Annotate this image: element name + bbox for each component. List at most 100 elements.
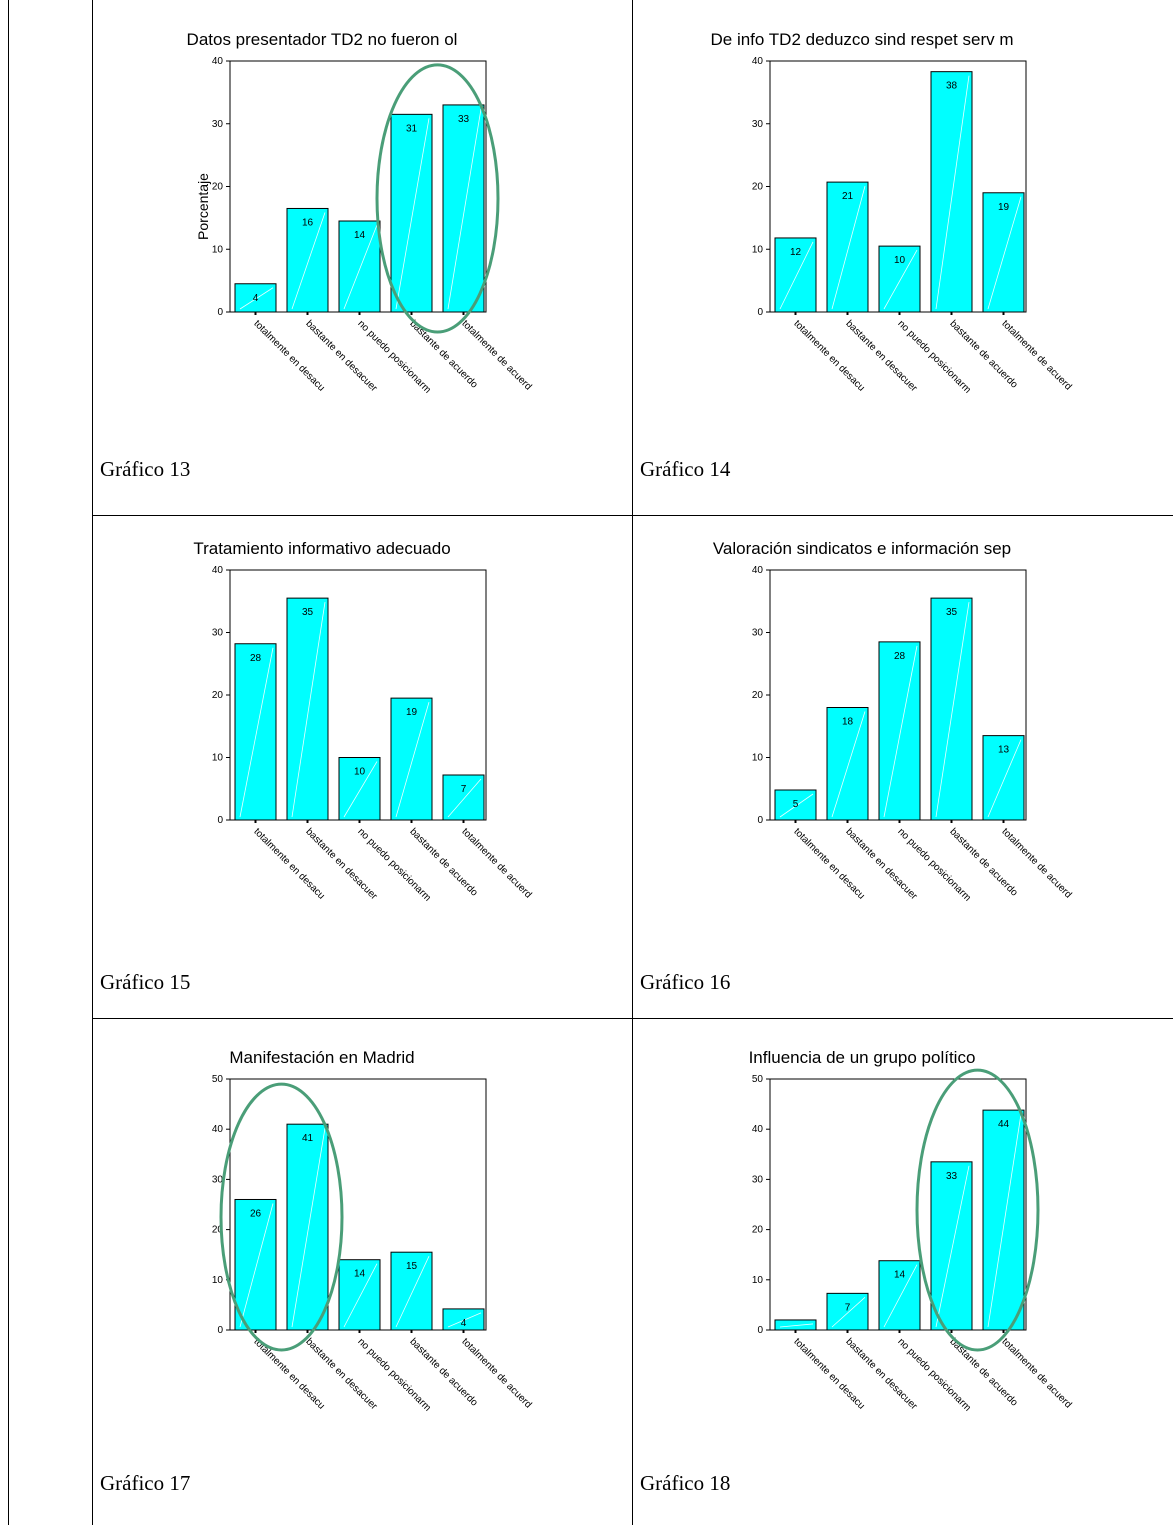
y-tick-label: 30 [212, 628, 224, 639]
bar-sheen [395, 1256, 430, 1328]
bar-sheen [239, 1203, 274, 1328]
y-tick-label: 40 [212, 1124, 224, 1135]
bar [930, 71, 973, 313]
bar-sheen [395, 118, 430, 310]
chart-title: De info TD2 deduzco sind respet serv m [711, 30, 1014, 49]
bar-sheen [935, 1165, 970, 1328]
chart-caption: Gráfico 14 [640, 457, 731, 481]
highlight-ellipse [375, 63, 500, 334]
chart-caption: Gráfico 18 [640, 1471, 731, 1495]
chart-title: Tratamiento informativo adecuado [193, 539, 450, 558]
bar [442, 104, 485, 313]
bar-value-label: 14 [354, 1269, 366, 1280]
table-row-divider-2 [92, 1018, 1173, 1019]
bar-sheen [291, 602, 326, 818]
table-row-divider-1 [92, 515, 1173, 516]
y-tick-label: 30 [752, 119, 764, 130]
bar-sheen [343, 224, 378, 310]
chart-cell-15: Tratamiento informativo adecuado 0 10 20 30 4… [93, 516, 632, 1018]
bar [982, 1109, 1025, 1331]
bar-sheen [831, 711, 866, 818]
y-tick-label: 10 [212, 753, 224, 764]
y-tick-label: 10 [212, 244, 224, 255]
y-tick-label: 30 [752, 1174, 764, 1185]
bar-value-label: 15 [406, 1261, 418, 1272]
chart-title: Valoración sindicatos e información sep [713, 539, 1011, 558]
bar-sheen [987, 1114, 1022, 1328]
y-tick-label: 10 [752, 753, 764, 764]
y-tick-label: 0 [217, 307, 223, 318]
bar [878, 641, 921, 821]
bar-sheen [883, 1264, 918, 1328]
bar [982, 735, 1025, 821]
y-tick-label: 20 [752, 182, 764, 193]
bar-value-label: 4 [253, 293, 259, 304]
bar-value-label: 13 [998, 745, 1010, 756]
bar-sheen [291, 1128, 326, 1328]
bar-sheen [239, 287, 274, 310]
bar-chart-18: Influencia de un grupo político 0 10 20 30 40… [749, 1048, 1074, 1414]
bar-sheen [395, 702, 430, 818]
bar-value-label: 41 [302, 1133, 314, 1144]
bar-sheen [291, 212, 326, 310]
bar-value-label: 4 [461, 1318, 467, 1329]
y-tick-label: 40 [212, 56, 224, 67]
y-tick-label: 0 [217, 815, 223, 826]
bar-chart-17: Manifestación en Madrid0102030405026tota… [212, 1048, 534, 1414]
table-border-middle [632, 0, 633, 1525]
chart-cell-18: Influencia de un grupo político 0 10 20 30 40… [633, 1019, 1173, 1525]
highlight-ellipse [915, 1068, 1040, 1352]
bar-chart-16: Valoración sindicatos e información sep 0… [713, 539, 1074, 904]
y-tick-label: 40 [752, 565, 764, 576]
bar [774, 1319, 817, 1331]
bar [286, 1123, 329, 1331]
y-tick-label: 30 [752, 628, 764, 639]
bar-sheen [779, 1323, 814, 1328]
bar [442, 774, 485, 821]
bar [286, 207, 329, 313]
bar-value-label: 12 [790, 247, 802, 258]
bar [390, 113, 433, 313]
bar-sheen [883, 249, 918, 310]
bar-sheen [447, 1312, 482, 1328]
y-tick-label: 0 [757, 307, 763, 318]
chart-caption: Gráfico 13 [100, 457, 191, 481]
bar-sheen [987, 196, 1022, 310]
bar-value-label: 7 [845, 1302, 851, 1313]
chart-cell-14: De info TD2 deduzco sind respet serv m 0 1… [633, 0, 1173, 515]
bar-value-label: 31 [406, 123, 418, 134]
bar-sheen [987, 739, 1022, 818]
bar-value-label: 19 [406, 707, 418, 718]
bar-sheen [831, 186, 866, 310]
y-tick-label: 50 [752, 1074, 764, 1085]
y-tick-label: 40 [752, 56, 764, 67]
bar-sheen [343, 761, 378, 818]
bar [826, 707, 869, 821]
chart-caption: Gráfico 15 [100, 970, 191, 994]
bar-value-label: 38 [946, 81, 958, 92]
bar-chart-14: De info TD2 deduzco sind respet serv m 0 1… [711, 30, 1074, 396]
bar [234, 283, 277, 313]
y-tick-label: 20 [752, 1225, 764, 1236]
chart-title: Datos presentador TD2 no fueron ol [187, 30, 458, 49]
chart-title: Influencia de un grupo político [749, 1048, 976, 1067]
y-tick-label: 20 [752, 690, 764, 701]
bar-value-label: 28 [894, 651, 906, 662]
bar [930, 597, 973, 821]
bar-value-label: 33 [458, 114, 470, 125]
bar-sheen [779, 793, 814, 818]
y-tick-label: 10 [212, 1275, 224, 1286]
chart-cell-16: Valoración sindicatos e información sep 0… [633, 516, 1173, 1018]
y-tick-label: 0 [757, 1325, 763, 1336]
bar-value-label: 28 [250, 653, 262, 664]
y-tick-label: 50 [212, 1074, 224, 1085]
bar-sheen [447, 108, 482, 310]
chart-caption: Gráfico 16 [640, 970, 731, 994]
bar [286, 597, 329, 821]
chart-title: Manifestación en Madrid [229, 1048, 414, 1067]
bar-sheen [831, 1297, 866, 1328]
y-tick-label: 10 [752, 1275, 764, 1286]
y-tick-label: 40 [212, 565, 224, 576]
bar [234, 1198, 277, 1331]
bar [390, 697, 433, 821]
